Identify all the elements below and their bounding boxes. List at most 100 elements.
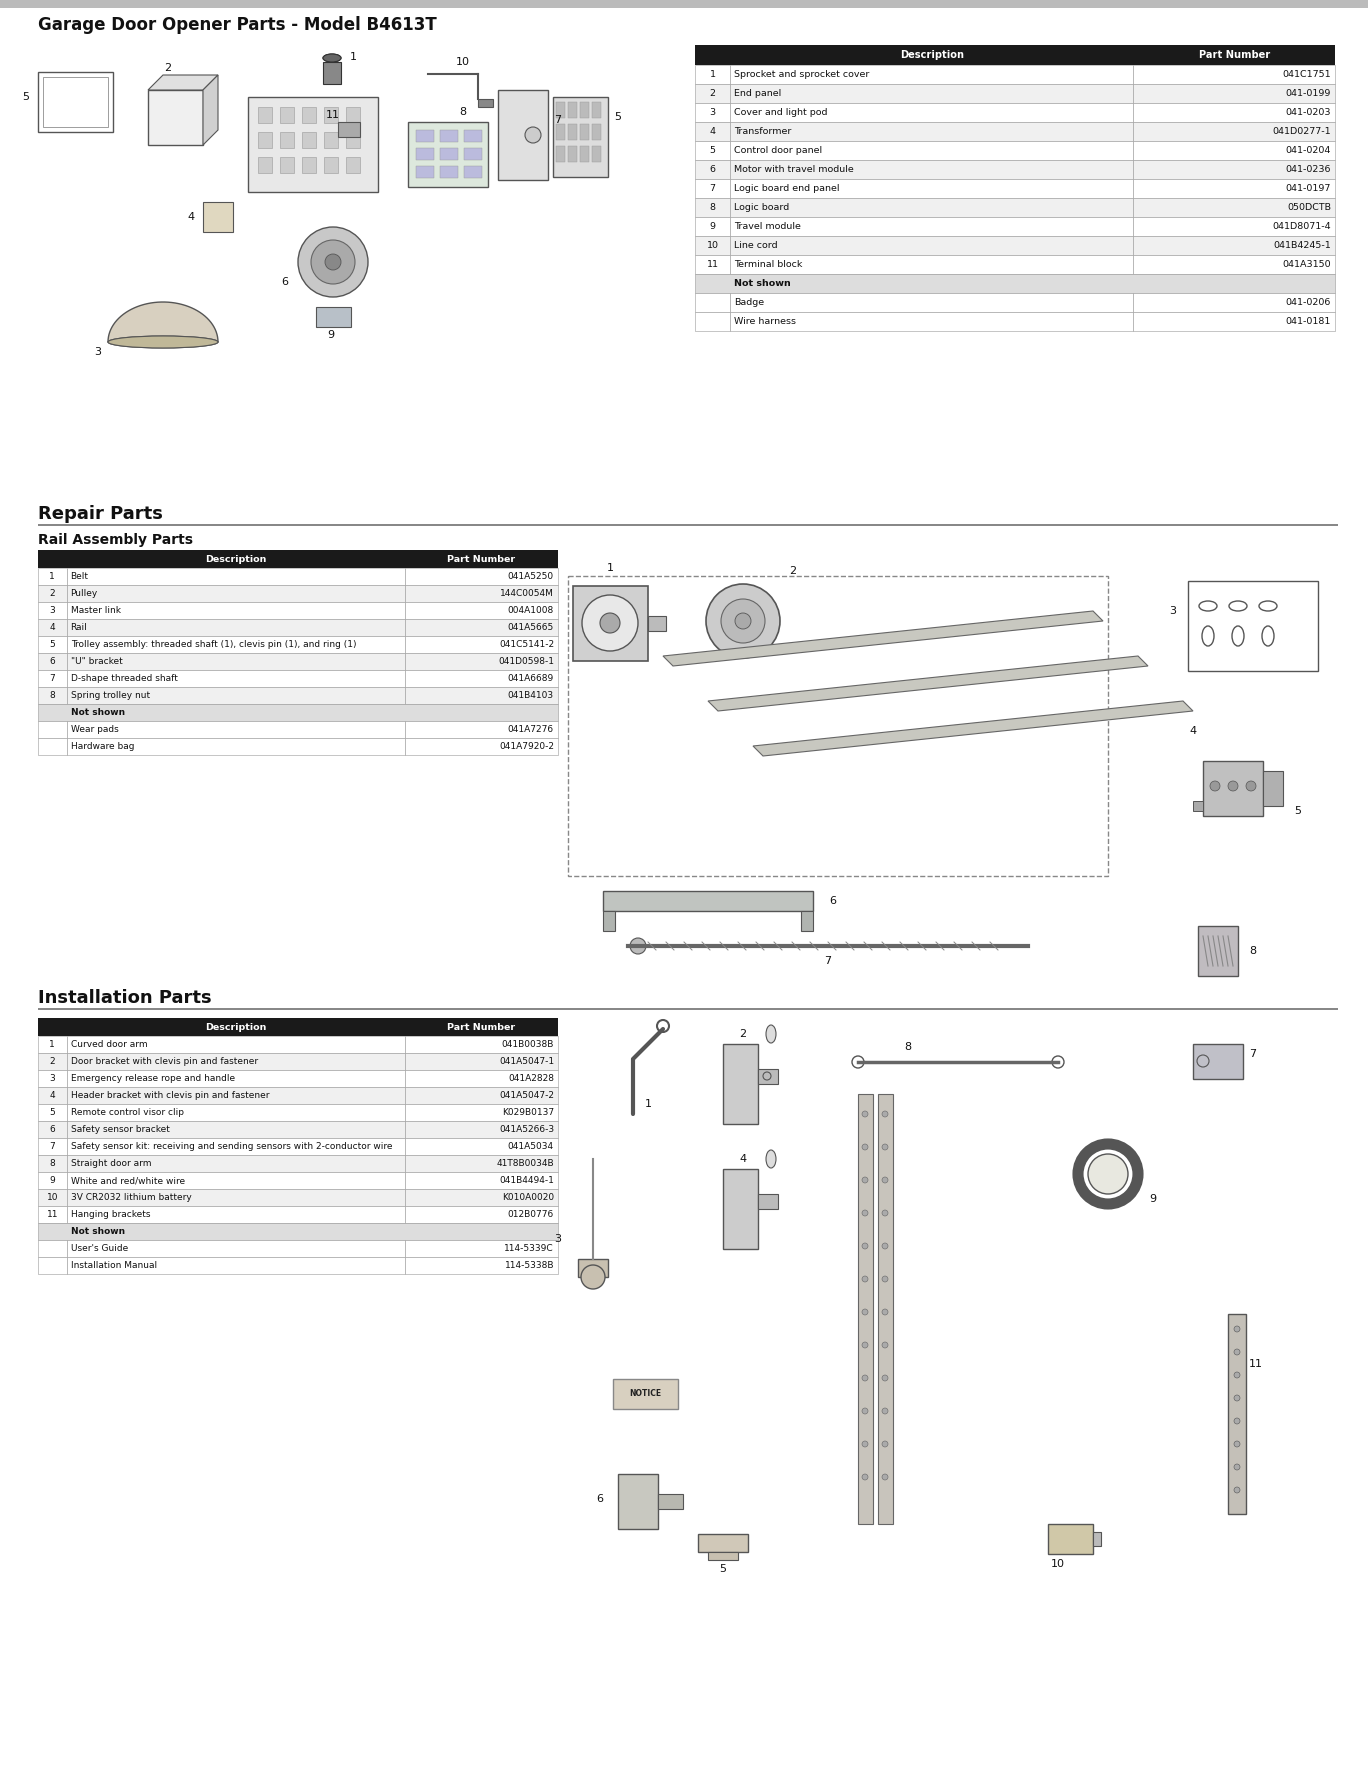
Bar: [67, 688, 405, 704]
Bar: [405, 601, 558, 619]
Text: 1: 1: [606, 562, 613, 573]
Bar: [1093, 1533, 1101, 1545]
Text: 2: 2: [740, 1029, 747, 1040]
Bar: [405, 688, 558, 704]
Bar: [416, 149, 434, 159]
Bar: [709, 1552, 737, 1559]
Text: 041B4103: 041B4103: [508, 691, 554, 700]
Bar: [553, 97, 607, 177]
Bar: [405, 1139, 558, 1155]
Bar: [1134, 44, 1335, 65]
Bar: [695, 44, 731, 65]
Bar: [38, 585, 67, 601]
Bar: [405, 1036, 558, 1054]
Bar: [408, 122, 488, 187]
Bar: [1134, 217, 1335, 235]
Bar: [67, 652, 405, 670]
Circle shape: [601, 613, 620, 633]
Circle shape: [298, 226, 368, 297]
Text: Control door panel: Control door panel: [735, 147, 822, 156]
Circle shape: [326, 255, 341, 271]
Text: 041D0277-1: 041D0277-1: [1272, 127, 1331, 136]
Bar: [580, 147, 590, 163]
Bar: [405, 721, 558, 737]
Bar: [38, 652, 67, 670]
Bar: [579, 1259, 607, 1276]
Text: 004A1008: 004A1008: [508, 606, 554, 615]
Text: 4: 4: [710, 127, 715, 136]
Text: Badge: Badge: [735, 299, 765, 308]
Bar: [67, 1206, 405, 1223]
Text: Wire harness: Wire harness: [735, 316, 796, 325]
Text: 6: 6: [710, 164, 715, 173]
Bar: [405, 670, 558, 688]
Bar: [67, 636, 405, 652]
Text: 3: 3: [710, 108, 715, 117]
Bar: [405, 1172, 558, 1190]
Text: 5: 5: [720, 1565, 726, 1574]
Text: 041A5665: 041A5665: [508, 622, 554, 631]
Bar: [1134, 141, 1335, 159]
Text: 5: 5: [49, 640, 55, 649]
Text: Header bracket with clevis pin and fastener: Header bracket with clevis pin and faste…: [71, 1091, 269, 1100]
Text: 041D8071-4: 041D8071-4: [1272, 223, 1331, 232]
Bar: [67, 1155, 405, 1172]
Bar: [1202, 760, 1263, 817]
Bar: [1193, 801, 1202, 812]
Circle shape: [1234, 1487, 1239, 1492]
Text: 3V CR2032 lithium battery: 3V CR2032 lithium battery: [71, 1193, 192, 1202]
Text: 1: 1: [49, 1040, 55, 1048]
Bar: [0, 0, 1368, 9]
Text: 7: 7: [1249, 1048, 1257, 1059]
Text: 041C1751: 041C1751: [1282, 71, 1331, 80]
Circle shape: [1234, 1326, 1239, 1331]
Bar: [731, 85, 1134, 103]
Bar: [259, 133, 272, 149]
Bar: [1134, 122, 1335, 141]
Text: 6: 6: [282, 278, 289, 286]
Bar: [405, 619, 558, 636]
Bar: [580, 124, 590, 140]
Circle shape: [706, 583, 780, 658]
Bar: [38, 670, 67, 688]
Circle shape: [862, 1209, 869, 1216]
Bar: [67, 568, 405, 585]
Bar: [324, 157, 338, 173]
Bar: [1134, 85, 1335, 103]
Ellipse shape: [766, 1025, 776, 1043]
Bar: [758, 1193, 778, 1209]
Circle shape: [862, 1407, 869, 1414]
Bar: [38, 1206, 67, 1223]
Bar: [695, 65, 731, 85]
Ellipse shape: [1088, 1155, 1129, 1193]
Text: 041A2828: 041A2828: [508, 1073, 554, 1084]
Bar: [302, 133, 316, 149]
Circle shape: [862, 1475, 869, 1480]
Bar: [731, 179, 1134, 198]
Bar: [440, 131, 458, 141]
Text: 5: 5: [49, 1109, 55, 1117]
Bar: [280, 157, 294, 173]
Bar: [592, 103, 601, 118]
Text: Installation Parts: Installation Parts: [38, 988, 212, 1008]
Bar: [67, 1239, 405, 1257]
Bar: [405, 1206, 558, 1223]
Bar: [1134, 235, 1335, 255]
Text: Spring trolley nut: Spring trolley nut: [71, 691, 149, 700]
Bar: [695, 85, 731, 103]
Text: 012B0776: 012B0776: [508, 1209, 554, 1218]
Bar: [618, 1475, 658, 1529]
Text: Not shown: Not shown: [71, 1227, 124, 1236]
Bar: [573, 585, 648, 661]
Polygon shape: [202, 74, 218, 145]
Bar: [592, 147, 601, 163]
Circle shape: [882, 1144, 888, 1149]
Text: 041A5034: 041A5034: [508, 1142, 554, 1151]
Bar: [405, 636, 558, 652]
Text: User's Guide: User's Guide: [71, 1245, 127, 1254]
Bar: [346, 133, 360, 149]
Circle shape: [862, 1441, 869, 1446]
Bar: [1134, 198, 1335, 217]
Text: 8: 8: [904, 1041, 911, 1052]
Text: 8: 8: [49, 691, 55, 700]
